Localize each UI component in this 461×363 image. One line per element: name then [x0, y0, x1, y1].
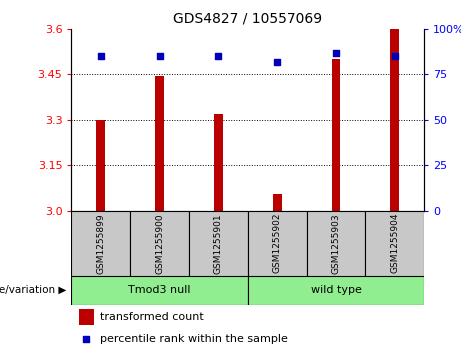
- Text: GSM1255901: GSM1255901: [214, 213, 223, 274]
- Bar: [273, 194, 282, 211]
- Point: [97, 53, 105, 59]
- Bar: [71, 211, 130, 276]
- Point: [215, 53, 222, 59]
- Bar: [71, 276, 248, 305]
- Text: GSM1255903: GSM1255903: [331, 213, 341, 274]
- Text: GSM1255899: GSM1255899: [96, 213, 106, 274]
- Bar: [307, 211, 366, 276]
- Text: percentile rank within the sample: percentile rank within the sample: [100, 334, 288, 344]
- Point: [332, 50, 340, 56]
- Point: [391, 53, 398, 59]
- Text: GSM1255902: GSM1255902: [272, 213, 282, 273]
- Bar: [248, 276, 424, 305]
- Point: [82, 336, 89, 342]
- Bar: [390, 29, 399, 211]
- Bar: [96, 120, 105, 211]
- Bar: [214, 114, 223, 211]
- Bar: [248, 211, 307, 276]
- Bar: [331, 59, 340, 211]
- Point: [156, 53, 163, 59]
- Bar: [189, 211, 248, 276]
- Bar: [155, 76, 164, 211]
- Text: wild type: wild type: [311, 285, 361, 295]
- Point: [273, 59, 281, 65]
- Text: genotype/variation ▶: genotype/variation ▶: [0, 285, 67, 295]
- Title: GDS4827 / 10557069: GDS4827 / 10557069: [173, 11, 322, 25]
- Text: Tmod3 null: Tmod3 null: [128, 285, 191, 295]
- Text: transformed count: transformed count: [100, 312, 203, 322]
- Bar: [78, 309, 95, 325]
- Bar: [365, 211, 424, 276]
- Bar: [130, 211, 189, 276]
- Text: GSM1255904: GSM1255904: [390, 213, 399, 273]
- Text: GSM1255900: GSM1255900: [155, 213, 164, 274]
